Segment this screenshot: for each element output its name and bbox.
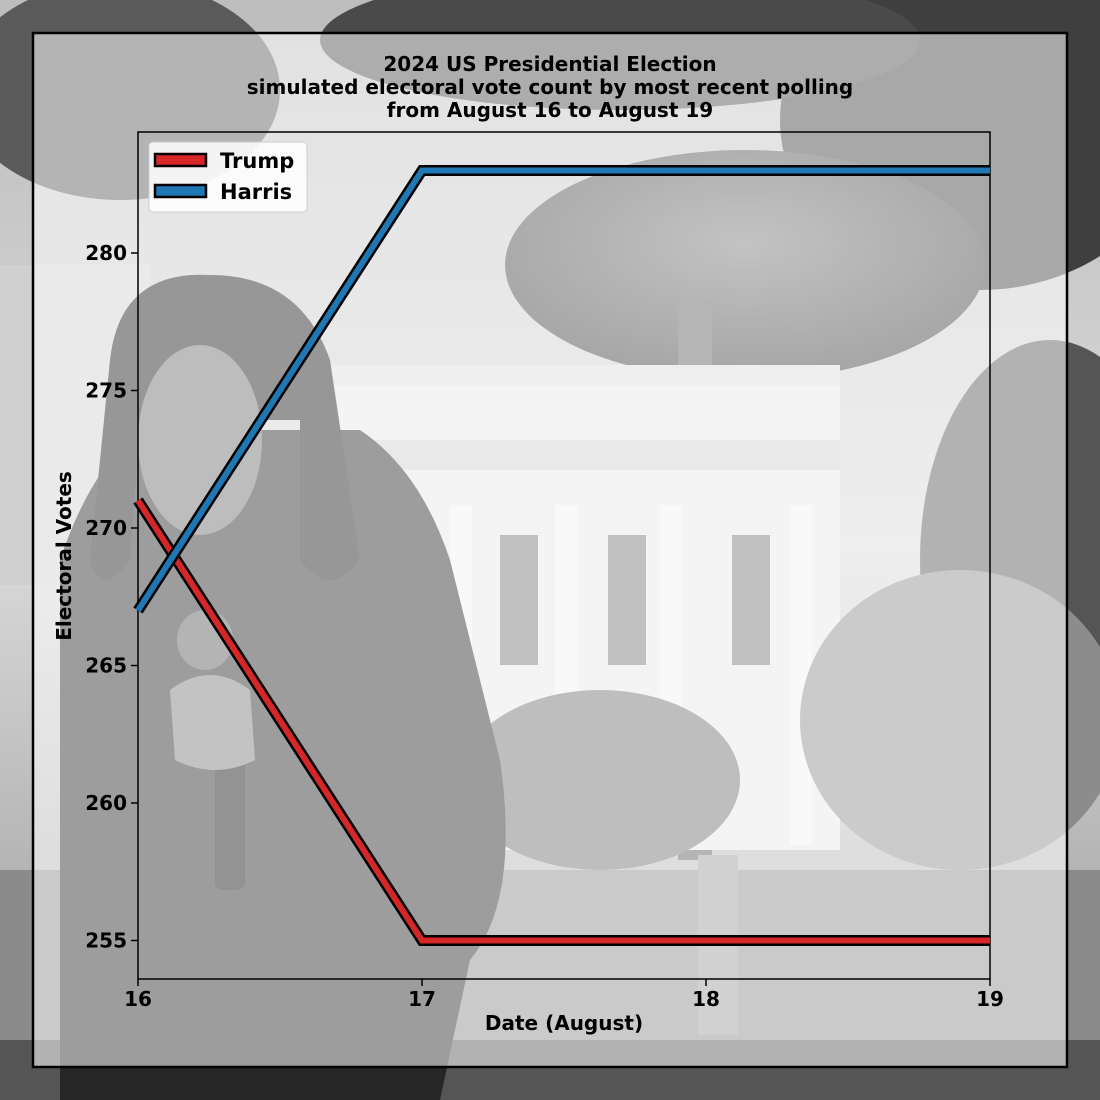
y-tick-label: 275 <box>85 379 127 403</box>
legend-label-harris: Harris <box>220 180 292 204</box>
legend-label-trump: Trump <box>220 149 294 173</box>
chart-title: 2024 US Presidential Election simulated … <box>247 52 853 122</box>
series-lines <box>133 165 990 946</box>
legend-swatch-trump <box>153 152 208 168</box>
y-axis-label: Electoral Votes <box>52 471 76 641</box>
chart-title-line-1: 2024 US Presidential Election <box>383 52 716 76</box>
y-tick-label: 280 <box>85 241 127 265</box>
x-axis: 16 17 18 19 <box>124 979 1004 1011</box>
y-axis: 255 260 265 270 275 280 <box>85 241 138 953</box>
x-tick-label: 17 <box>408 987 436 1011</box>
chart-title-line-3: from August 16 to August 19 <box>387 98 713 122</box>
series-line-harris <box>135 167 990 613</box>
x-tick-label: 16 <box>124 987 152 1011</box>
chart-title-line-2: simulated electoral vote count by most r… <box>247 75 853 99</box>
y-tick-label: 270 <box>85 516 127 540</box>
legend: Trump Harris <box>148 141 308 213</box>
series-line-trump <box>135 498 990 944</box>
x-axis-label: Date (August) <box>485 1011 643 1035</box>
plot-area <box>137 131 991 980</box>
y-tick-label: 260 <box>85 791 127 815</box>
y-tick-label: 265 <box>85 654 127 678</box>
legend-swatch-harris <box>153 183 208 199</box>
y-tick-label: 255 <box>85 929 127 953</box>
x-tick-label: 18 <box>692 987 720 1011</box>
x-tick-label: 19 <box>976 987 1004 1011</box>
